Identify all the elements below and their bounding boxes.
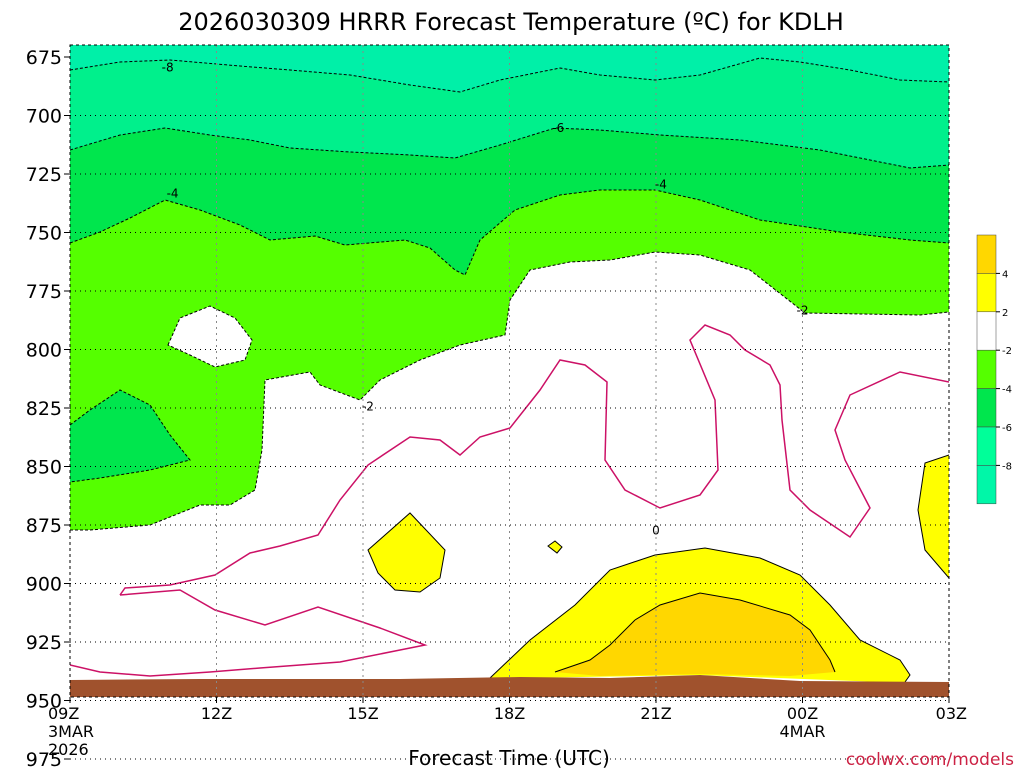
ground-fill bbox=[70, 675, 949, 697]
x-axis-label: Forecast Time (UTC) bbox=[408, 746, 610, 768]
colorbar-label: -2 bbox=[1002, 346, 1012, 357]
colorbar-label: -8 bbox=[1002, 461, 1012, 472]
fill-2-to-4-right bbox=[918, 455, 949, 578]
colorbar: 4 2 -2 -4 -6 -8 bbox=[976, 234, 1012, 505]
fill-minus6-to-minus4-lower bbox=[70, 390, 190, 482]
x-date-label: 4MAR bbox=[779, 722, 825, 741]
y-tick-label: 750 bbox=[26, 223, 62, 245]
x-tick-label: 21Z bbox=[640, 704, 671, 723]
contour-label: -4 bbox=[655, 177, 667, 191]
colorbar-swatch bbox=[976, 349, 997, 389]
y-tick-label: 675 bbox=[26, 47, 62, 69]
chart-title: 2026030309 HRRR Forecast Temperature (ºC… bbox=[178, 8, 844, 36]
colorbar-label: -4 bbox=[1002, 385, 1012, 396]
contour-label: -2 bbox=[362, 400, 374, 414]
colorbar-swatch bbox=[976, 426, 997, 466]
y-tick-label: 725 bbox=[26, 164, 62, 186]
fill-above-4 bbox=[555, 593, 835, 676]
y-tick-label: 925 bbox=[26, 632, 62, 654]
colorbar-label: 2 bbox=[1002, 308, 1008, 319]
y-tick-label: 850 bbox=[26, 457, 62, 479]
fill-2-to-4-blob bbox=[368, 513, 445, 592]
contour-label: -2 bbox=[797, 304, 809, 318]
fill-white-hole bbox=[168, 306, 252, 367]
x-date-label: 3MAR bbox=[48, 722, 94, 741]
contour-label: 0 bbox=[652, 524, 660, 538]
positive-contours bbox=[367, 454, 949, 683]
x-tick-label: 15Z bbox=[347, 704, 378, 723]
colorbar-swatch bbox=[976, 388, 997, 428]
y-tick-label: 875 bbox=[26, 515, 62, 537]
y-axis: 675 700 725 750 775 800 825 850 875 900 925 950 975 bbox=[26, 47, 70, 768]
fill-colder-than-minus8 bbox=[70, 45, 949, 92]
y-tick-label: 900 bbox=[26, 574, 62, 596]
y-tick-label: 800 bbox=[26, 340, 62, 362]
y-tick-label: 700 bbox=[26, 106, 62, 128]
x-date-label: 2026 bbox=[48, 740, 89, 759]
zero-contours bbox=[70, 324, 949, 677]
y-tick-label: 975 bbox=[26, 749, 62, 768]
contour-label: -8 bbox=[162, 60, 174, 74]
y-tick-label: 825 bbox=[26, 398, 62, 420]
colorbar-label: 4 bbox=[1002, 269, 1008, 280]
x-tick-label: 18Z bbox=[494, 704, 525, 723]
x-tick-label: 12Z bbox=[201, 704, 232, 723]
x-tick-label: 09Z bbox=[48, 704, 79, 723]
y-tick-label: 950 bbox=[26, 691, 62, 713]
colorbar-swatch bbox=[976, 273, 997, 313]
colorbar-swatch bbox=[976, 311, 997, 351]
y-tick-label: 775 bbox=[26, 281, 62, 303]
colorbar-swatch bbox=[976, 465, 997, 505]
colorbar-label: -6 bbox=[1002, 423, 1012, 434]
contour-label: -4 bbox=[167, 187, 179, 201]
x-tick-label: 00Z bbox=[787, 704, 818, 723]
x-tick-label: 03Z bbox=[936, 704, 967, 723]
credit-text: coolwx.com/models bbox=[846, 750, 1014, 768]
contour-labels: -8 -6 -4 -4 -2 -2 0 bbox=[162, 60, 809, 538]
grid-lines bbox=[70, 45, 949, 760]
contour-label: -6 bbox=[552, 121, 564, 135]
negative-contours bbox=[70, 57, 949, 531]
colorbar-swatch bbox=[976, 234, 997, 274]
